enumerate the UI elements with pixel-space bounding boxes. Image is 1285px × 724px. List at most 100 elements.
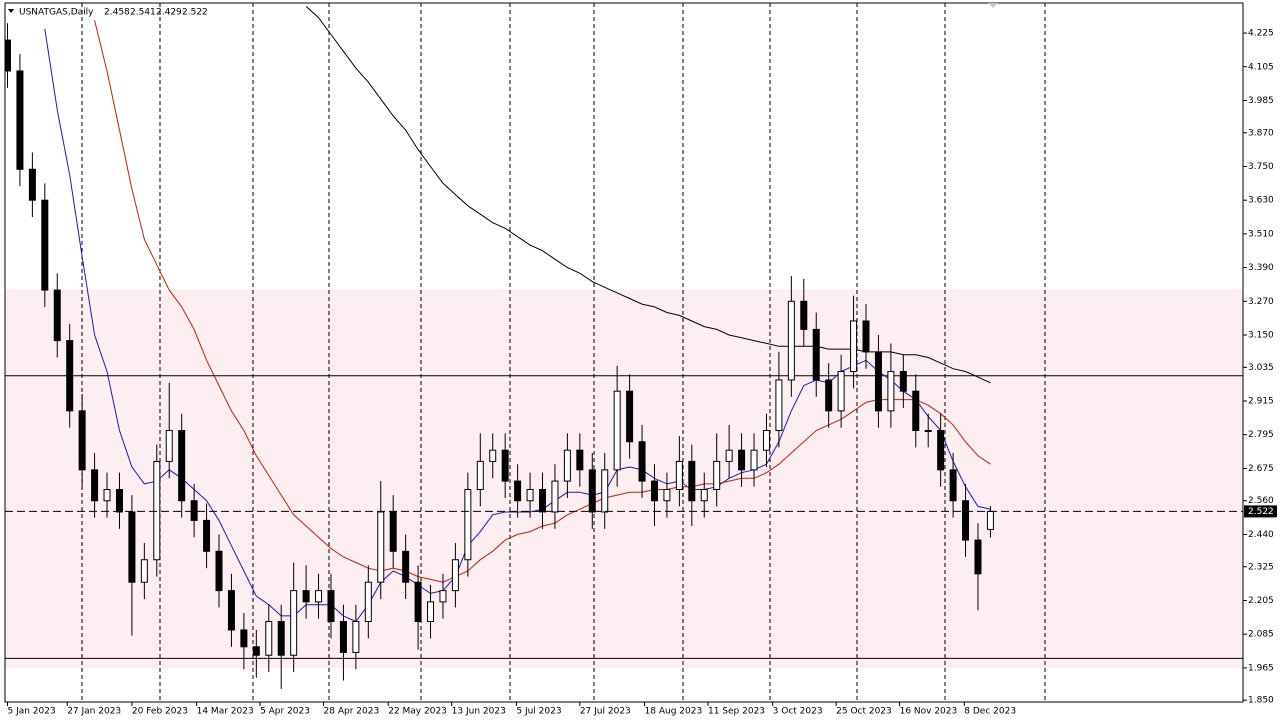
- candle-body: [750, 449, 758, 471]
- candle-body: [650, 480, 658, 502]
- candle-body: [78, 410, 86, 471]
- candle-body: [912, 390, 920, 432]
- candle-body: [140, 559, 148, 583]
- x-tick-label: 20 Feb 2023: [132, 707, 188, 717]
- x-tick-label: 11 Sep 2023: [708, 707, 765, 717]
- y-tick-label: 3.150: [1248, 331, 1274, 341]
- y-tick-label: 4.225: [1248, 29, 1274, 39]
- candle-body: [576, 449, 584, 471]
- candle-body: [688, 460, 696, 502]
- candle-body: [66, 340, 74, 412]
- candle-body: [962, 500, 970, 541]
- candle-body: [526, 489, 534, 502]
- candle-body: [5, 39, 11, 72]
- menu-arrow[interactable]: [8, 9, 14, 13]
- y-tick-label: 3.390: [1248, 263, 1274, 273]
- candle-body: [924, 430, 932, 433]
- candle-body: [675, 460, 683, 491]
- y-tick-label: 2.795: [1248, 430, 1274, 440]
- candle-body: [91, 469, 99, 502]
- candle-body: [389, 511, 397, 552]
- candle-body: [837, 371, 845, 412]
- plot: [5, 6, 1243, 689]
- x-tick-label: 14 Mar 2023: [197, 707, 254, 717]
- candle-body: [862, 320, 870, 353]
- candle-body: [476, 460, 484, 491]
- x-tick-label: 8 Dec 2023: [964, 707, 1016, 717]
- y-tick-label: 3.270: [1248, 297, 1274, 307]
- candle-body: [700, 489, 708, 502]
- candle-body: [663, 489, 671, 502]
- x-tick-label: 25 Oct 2023: [836, 707, 892, 717]
- candle-body: [302, 590, 310, 603]
- candle-body: [775, 379, 783, 432]
- x-tick-label: 22 May 2023: [388, 707, 447, 717]
- chart-title: USNATGAS,Daily: [19, 8, 94, 18]
- candle-body: [601, 469, 609, 513]
- candle-body: [41, 199, 49, 291]
- candle-body: [949, 469, 957, 502]
- y-tick-label: 3.510: [1248, 229, 1274, 239]
- candle-body: [986, 510, 994, 530]
- y-tick-label: 3.750: [1248, 162, 1274, 172]
- y-tick-label: 3.870: [1248, 128, 1274, 138]
- y-tick-label: 3.035: [1248, 363, 1274, 373]
- candle-body: [265, 621, 273, 656]
- x-tick-label: 27 Jul 2023: [580, 707, 631, 717]
- candle-body: [451, 559, 459, 592]
- candle-body: [539, 489, 547, 513]
- header-close: 2.522: [182, 8, 208, 18]
- candle-body: [28, 168, 36, 201]
- candle-body: [812, 328, 820, 381]
- candle-body: [165, 430, 173, 462]
- x-tick-label: 18 Aug 2023: [645, 707, 703, 717]
- candle-body: [178, 430, 186, 502]
- candle-body: [613, 390, 621, 471]
- candle-body: [563, 449, 571, 482]
- candle-body: [427, 601, 435, 623]
- candle-body: [240, 629, 248, 648]
- header-low: 2.429: [156, 8, 182, 18]
- candle-body: [725, 449, 733, 462]
- candle-body: [377, 511, 385, 583]
- candle-body: [899, 371, 907, 392]
- y-tick-label: 2.085: [1248, 630, 1274, 640]
- candle-body: [402, 550, 410, 583]
- candle-body: [252, 646, 260, 656]
- last-price-label: 2.522: [1248, 507, 1274, 517]
- y-tick-label: 4.105: [1248, 62, 1274, 72]
- candle-body: [339, 621, 347, 653]
- x-tick-label: 5 Apr 2023: [260, 707, 310, 717]
- candle-body: [128, 511, 136, 583]
- y-tick-label: 1.850: [1248, 696, 1274, 706]
- x-tick-label: 27 Jan 2023: [67, 707, 121, 717]
- candle-body: [53, 289, 61, 342]
- candle-body: [439, 590, 447, 603]
- header-open: 2.458: [104, 8, 130, 18]
- candle-body: [626, 390, 634, 443]
- candle-body: [850, 320, 858, 373]
- y-tick-label: 2.560: [1248, 496, 1274, 506]
- y-tick-label: 1.965: [1248, 663, 1274, 673]
- candle-body: [203, 519, 211, 552]
- candle-body: [489, 449, 497, 462]
- candle-body: [315, 590, 323, 603]
- y-tick-label: 3.630: [1248, 196, 1274, 206]
- candle-body: [464, 489, 472, 561]
- last-price-box: [1244, 505, 1277, 518]
- y-tick-label: 2.325: [1248, 562, 1274, 572]
- x-tick-label: 3 Oct 2023: [773, 707, 823, 717]
- x-tick-label: 5 Jul 2023: [516, 707, 561, 717]
- candle-body: [227, 590, 235, 631]
- candle-body: [153, 460, 161, 561]
- candle-body: [501, 449, 509, 482]
- candle-body: [16, 70, 24, 170]
- candle-body: [327, 590, 335, 623]
- candle-body: [551, 480, 559, 513]
- candle-body: [414, 581, 422, 623]
- candle-body: [115, 489, 123, 513]
- candle-body: [787, 300, 795, 381]
- candle-body: [290, 590, 298, 656]
- candle-body: [800, 300, 808, 330]
- header-high: 2.541: [130, 8, 156, 18]
